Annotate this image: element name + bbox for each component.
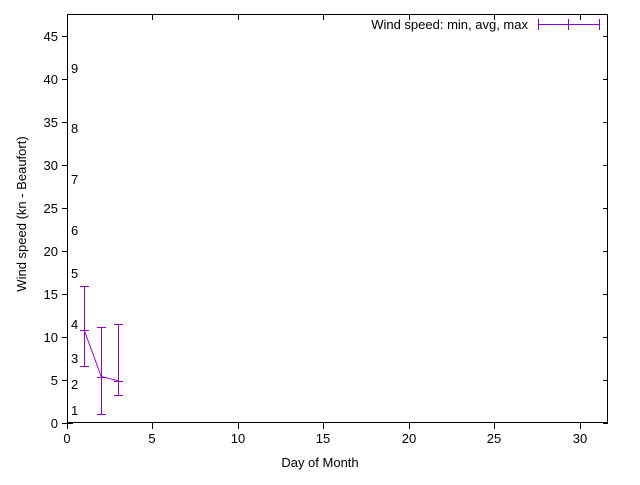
x-tick-mark: [494, 423, 495, 429]
y-tick-mark: [62, 337, 68, 338]
y-tick-label: 45: [43, 29, 58, 44]
beaufort-label-8: 8: [71, 121, 79, 136]
y-tick-mark-right: [603, 337, 608, 338]
y-tick-mark-right: [68, 423, 73, 424]
plot-area-frame: [67, 14, 608, 423]
beaufort-label-1: 1: [71, 403, 79, 418]
y-tick-label: 15: [43, 287, 58, 302]
y-tick-mark-right: [603, 251, 608, 252]
x-tick-label: 20: [401, 431, 417, 446]
x-tick-mark-top: [580, 15, 581, 20]
beaufort-label-5: 5: [71, 266, 79, 281]
beaufort-label-3: 3: [71, 351, 79, 366]
y-tick-mark-right: [603, 380, 608, 381]
x-tick-mark: [238, 423, 239, 429]
y-tick-label: 20: [43, 244, 58, 259]
x-tick-mark-top: [323, 15, 324, 20]
x-tick-label: 0: [63, 431, 71, 446]
y-tick-label: 30: [43, 158, 58, 173]
x-tick-mark-top: [152, 15, 153, 20]
x-tick-label: 30: [572, 431, 588, 446]
y-tick-label: 35: [43, 115, 58, 130]
x-tick-mark-top: [494, 15, 495, 20]
y-tick-mark: [62, 208, 68, 209]
beaufort-label-6: 6: [71, 223, 79, 238]
legend-errorbar-icon: [538, 18, 600, 32]
beaufort-label-4: 4: [71, 317, 79, 332]
y-tick-mark: [62, 165, 68, 166]
y-tick-label: 40: [43, 72, 58, 87]
y-tick-mark-right: [603, 36, 608, 37]
y-axis-title: Wind speed (kn - Beaufort): [14, 136, 29, 292]
x-tick-mark-top: [409, 15, 410, 20]
y-tick-mark-right: [603, 208, 608, 209]
x-tick-mark: [580, 423, 581, 429]
y-tick-mark-right: [603, 122, 608, 123]
legend: Wind speed: min, avg, max: [371, 18, 600, 32]
y-tick-label: 0: [50, 416, 58, 431]
y-tick-mark-right: [603, 165, 608, 166]
legend-label: Wind speed: min, avg, max: [371, 17, 528, 32]
x-tick-mark: [323, 423, 324, 429]
y-tick-mark-right: [603, 423, 608, 424]
y-tick-mark: [62, 251, 68, 252]
x-tick-mark-top: [238, 15, 239, 20]
x-tick-mark-top: [67, 15, 68, 20]
x-tick-mark: [409, 423, 410, 429]
y-tick-mark: [62, 294, 68, 295]
y-tick-label: 5: [50, 373, 58, 388]
beaufort-label-9: 9: [71, 61, 79, 76]
y-tick-mark: [62, 36, 68, 37]
y-tick-mark: [62, 79, 68, 80]
x-tick-mark: [152, 423, 153, 429]
y-tick-label: 25: [43, 201, 58, 216]
x-tick-label: 10: [230, 431, 246, 446]
beaufort-label-2: 2: [71, 377, 79, 392]
x-tick-label: 5: [148, 431, 156, 446]
beaufort-label-7: 7: [71, 172, 79, 187]
y-tick-mark: [62, 380, 68, 381]
y-tick-mark: [62, 423, 68, 424]
x-tick-label: 25: [486, 431, 502, 446]
y-tick-mark-right: [603, 79, 608, 80]
y-tick-mark-right: [603, 294, 608, 295]
x-tick-label: 15: [315, 431, 331, 446]
y-tick-mark: [62, 122, 68, 123]
x-tick-mark: [67, 423, 68, 429]
y-tick-label: 10: [43, 330, 58, 345]
x-axis-title: Day of Month: [281, 455, 359, 470]
